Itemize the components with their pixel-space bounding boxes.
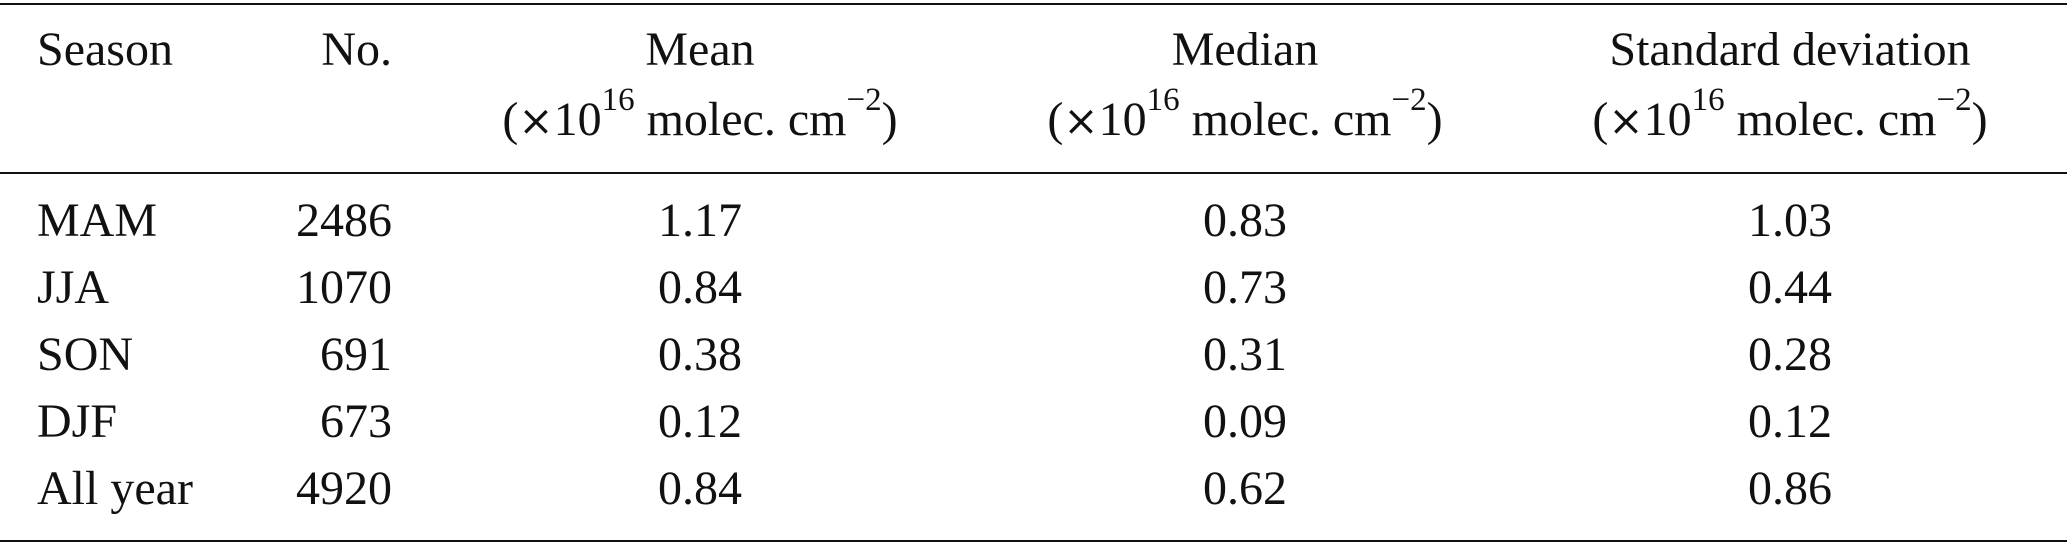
cell-season: All year <box>37 462 193 515</box>
cell-mean: 0.38 <box>658 328 742 381</box>
unit-negative-exponent: −2 <box>846 82 882 118</box>
unit-times: × <box>518 96 554 145</box>
cell-mean: 0.84 <box>658 261 742 314</box>
unit-close-paren: ) <box>1971 93 1988 146</box>
cell-standard-deviation: 0.44 <box>1748 261 1832 314</box>
header-mean-unit: (×1016 molec. cm−2) <box>440 84 960 149</box>
header-standard-deviation: Standard deviation <box>1609 23 1971 76</box>
header-median-unit: (×1016 molec. cm−2) <box>985 84 1505 149</box>
header-mean: Mean <box>645 23 755 76</box>
unit-molec: molec. cm <box>634 93 847 146</box>
unit-exponent: 16 <box>1146 82 1180 118</box>
cell-count: 673 <box>320 395 392 448</box>
unit-base: 10 <box>1098 93 1147 146</box>
cell-count: 1070 <box>296 261 392 314</box>
unit-exponent: 16 <box>1691 82 1725 118</box>
top-rule <box>0 3 2067 5</box>
cell-season: MAM <box>37 194 158 247</box>
unit-negative-exponent: −2 <box>1391 82 1427 118</box>
cell-standard-deviation: 0.86 <box>1748 462 1832 515</box>
cell-season: JJA <box>37 261 110 314</box>
cell-median: 0.31 <box>1203 328 1287 381</box>
cell-median: 0.83 <box>1203 194 1287 247</box>
cell-standard-deviation: 0.12 <box>1748 395 1832 448</box>
bottom-rule <box>0 540 2067 542</box>
header-median: Median <box>1171 23 1319 76</box>
cell-season: DJF <box>37 395 118 448</box>
cell-median: 0.62 <box>1203 462 1287 515</box>
unit-open-paren: ( <box>1592 93 1609 146</box>
unit-close-paren: ) <box>1426 93 1443 146</box>
header-sd-unit: (×1016 molec. cm−2) <box>1530 84 2050 149</box>
header-no: No. <box>321 23 392 76</box>
cell-mean: 1.17 <box>658 194 742 247</box>
header-season: Season <box>37 23 173 76</box>
unit-open-paren: ( <box>1047 93 1064 146</box>
unit-molec: molec. cm <box>1724 93 1937 146</box>
unit-negative-exponent: −2 <box>1936 82 1972 118</box>
unit-base: 10 <box>553 93 602 146</box>
cell-count: 4920 <box>296 462 392 515</box>
cell-mean: 0.12 <box>658 395 742 448</box>
cell-count: 2486 <box>296 194 392 247</box>
unit-close-paren: ) <box>881 93 898 146</box>
cell-median: 0.73 <box>1203 261 1287 314</box>
cell-season: SON <box>37 328 134 381</box>
unit-molec: molec. cm <box>1179 93 1392 146</box>
unit-exponent: 16 <box>601 82 635 118</box>
unit-times: × <box>1063 96 1099 145</box>
cell-count: 691 <box>320 328 392 381</box>
cell-standard-deviation: 0.28 <box>1748 328 1832 381</box>
cell-standard-deviation: 1.03 <box>1748 194 1832 247</box>
cell-median: 0.09 <box>1203 395 1287 448</box>
unit-open-paren: ( <box>502 93 519 146</box>
cell-mean: 0.84 <box>658 462 742 515</box>
unit-base: 10 <box>1643 93 1692 146</box>
unit-times: × <box>1608 96 1644 145</box>
header-rule <box>0 172 2067 174</box>
